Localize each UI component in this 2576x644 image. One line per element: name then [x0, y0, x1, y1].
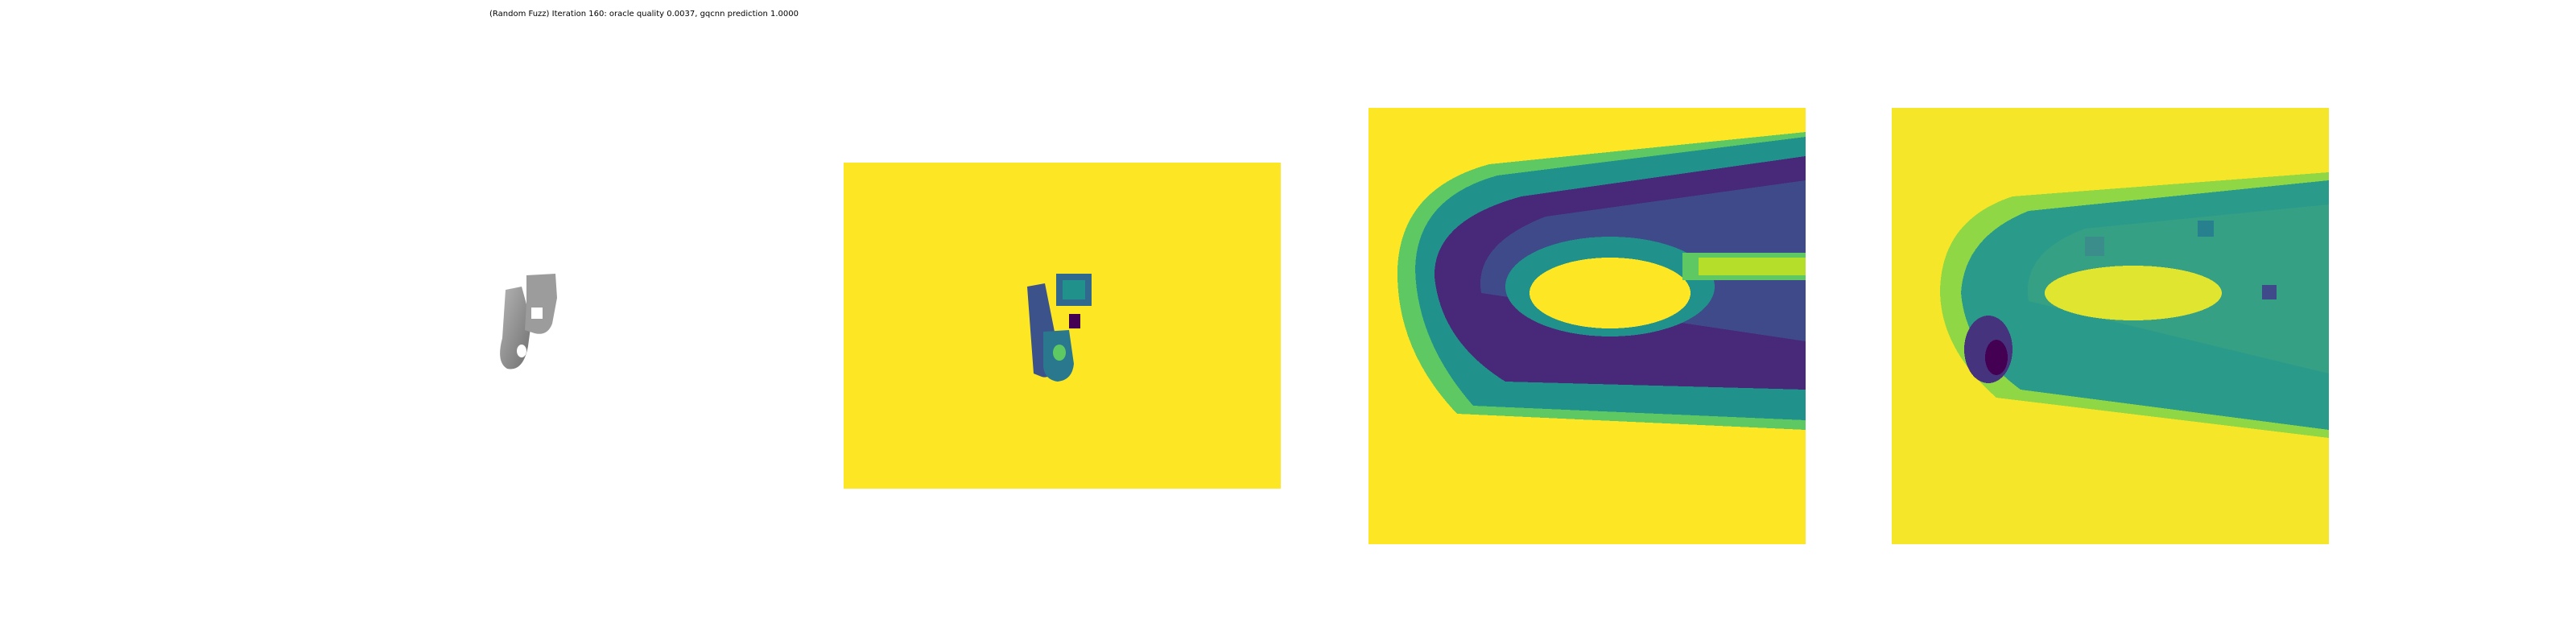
- object-slot: [531, 308, 543, 319]
- depth-object-slot: [1069, 314, 1080, 328]
- crop-slot-inner: [1699, 258, 1806, 275]
- object-render: [500, 274, 557, 369]
- fuzz-dark-core: [1985, 340, 2008, 375]
- fuzz-hole: [2045, 266, 2222, 320]
- depth-background: [844, 163, 1281, 489]
- grasp-crop-fuzzed: [1892, 108, 2329, 544]
- object-render-panel: [419, 233, 612, 411]
- depth-object-hole: [1053, 345, 1066, 361]
- grasp-crop-original-panel: [1368, 108, 1806, 544]
- fuzz-patch-1: [2085, 237, 2104, 256]
- depth-object-clip-top: [1063, 280, 1085, 299]
- object-clip: [525, 274, 557, 334]
- fuzz-patch-3: [2262, 285, 2277, 299]
- crop-hole: [1530, 258, 1690, 328]
- grasp-crop-fuzzed-panel: [1892, 108, 2329, 544]
- object-hole: [517, 345, 526, 357]
- figure-title: (Random Fuzz) Iteration 160: oracle qual…: [489, 10, 799, 19]
- grasp-crop-original: [1368, 108, 1806, 544]
- depth-image: [844, 163, 1281, 489]
- depth-image-panel: [844, 163, 1281, 489]
- fuzz-patch-2: [2198, 221, 2214, 237]
